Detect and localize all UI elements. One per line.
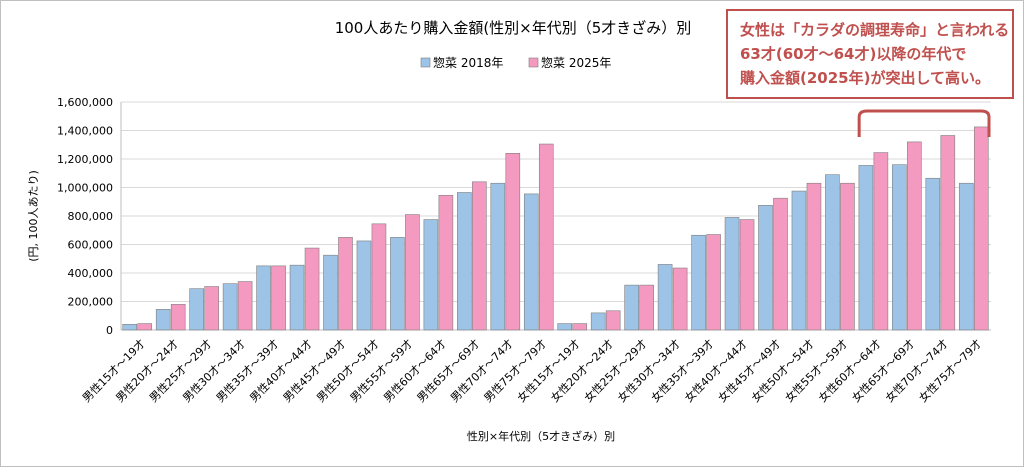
legend-swatch [420,57,431,68]
bar-series-2018 [825,174,840,331]
y-tick-label: 1,600,000 [57,96,113,109]
y-axis-label: (円, 100人あたり) [27,170,40,262]
legend-label: 惣菜 2025年 [541,55,611,70]
bar-series-2025 [438,195,454,331]
bar-series-2025 [237,281,253,331]
chart-legend: 惣菜 2018年 惣菜 2025年 [420,55,611,70]
bar-series-2018 [423,219,439,331]
bar-series-2025 [204,286,219,331]
y-tick-label: 400,000 [68,267,114,280]
bar-series-2025 [137,323,153,331]
bar-series-2018 [222,283,238,331]
bar-series-2025 [405,214,420,331]
bar-series-2018 [657,264,673,331]
bar-series-2018 [356,240,372,331]
bar-series-2018 [155,309,171,331]
bar-series-2025 [873,152,889,331]
bar-series-2018 [289,264,305,331]
bar-series-2018 [758,205,773,331]
bar-series-2025 [271,265,286,331]
bar-series-2018 [958,182,974,331]
highlight-bracket [857,109,991,137]
bar-series-2018 [323,254,338,331]
bar-series-2025 [739,219,755,331]
annotation-line-2: 63才(60才～64才)以降の年代で [740,45,967,63]
bar-series-2025 [907,141,922,331]
bar-series-2025 [472,181,487,331]
bar-series-2018 [858,165,874,331]
bar-series-2025 [538,143,554,331]
bar-series-2025 [338,237,353,331]
y-tick-label: 800,000 [68,210,114,223]
bar-series-2018 [724,217,740,331]
bar-series-2018 [590,312,606,331]
bar-series-2018 [892,164,907,331]
bar-series-2018 [457,192,472,331]
bar-series-2025 [672,267,688,331]
annotation-line-1: 女性は「カラダの調理寿命」と言われる [740,21,1010,39]
bar-series-2018 [490,182,506,331]
bar-series-2018 [624,284,639,331]
bar-series-2025 [170,304,186,331]
annotation-line-3: 購入金額(2025年)が突出して高い。 [740,69,991,87]
bar-series-2018 [122,323,138,331]
bar-series-2025 [940,135,956,331]
chart-title: 100人あたり購入金額(性別×年代別（5才きざみ）別 [335,19,692,37]
bar-series-2025 [840,182,855,331]
bar-series-2025 [773,197,788,331]
bar-series-2025 [806,182,822,331]
y-tick-label: 1,400,000 [57,125,113,138]
y-axis-ticks: 0 200,000 400,000 600,000 800,000 1,000,000 1,… [57,96,113,337]
bar-series-2018 [791,190,807,331]
bar-series-2025 [572,323,588,331]
bar-series-2025 [605,310,621,331]
bar-series-2018 [390,237,405,331]
bar-series-2025 [973,126,989,331]
legend-label: 惣菜 2018年 [433,55,503,70]
bar-series-2018 [925,177,941,331]
annotation-callout: 女性は「カラダの調理寿命」と言われる 63才(60才～64才)以降の年代で 購入… [726,9,1014,99]
y-tick-label: 1,000,000 [57,182,113,195]
bar-series-2025 [371,223,387,331]
bars [122,126,989,331]
bar-series-2025 [505,153,521,331]
bar-series-2018 [691,234,706,331]
bar-series-2025 [639,284,654,331]
y-tick-label: 1,200,000 [57,153,113,166]
bar-series-2018 [523,193,539,331]
y-tick-label: 0 [106,324,113,337]
bar-series-2018 [189,288,204,331]
y-tick-label: 200,000 [68,296,114,309]
bar-series-2018 [557,323,573,331]
bar-series-2025 [706,234,721,331]
legend-swatch [528,57,539,68]
bar-series-2025 [304,247,320,331]
y-tick-label: 600,000 [68,239,114,252]
x-axis-ticks: 男性15才～19才男性20才～24才男性25才～29才男性30才～34才男性35… [79,336,984,405]
x-axis-label: 性別×年代別（5才きざみ）別 [467,429,615,443]
bar-series-2018 [256,265,271,331]
